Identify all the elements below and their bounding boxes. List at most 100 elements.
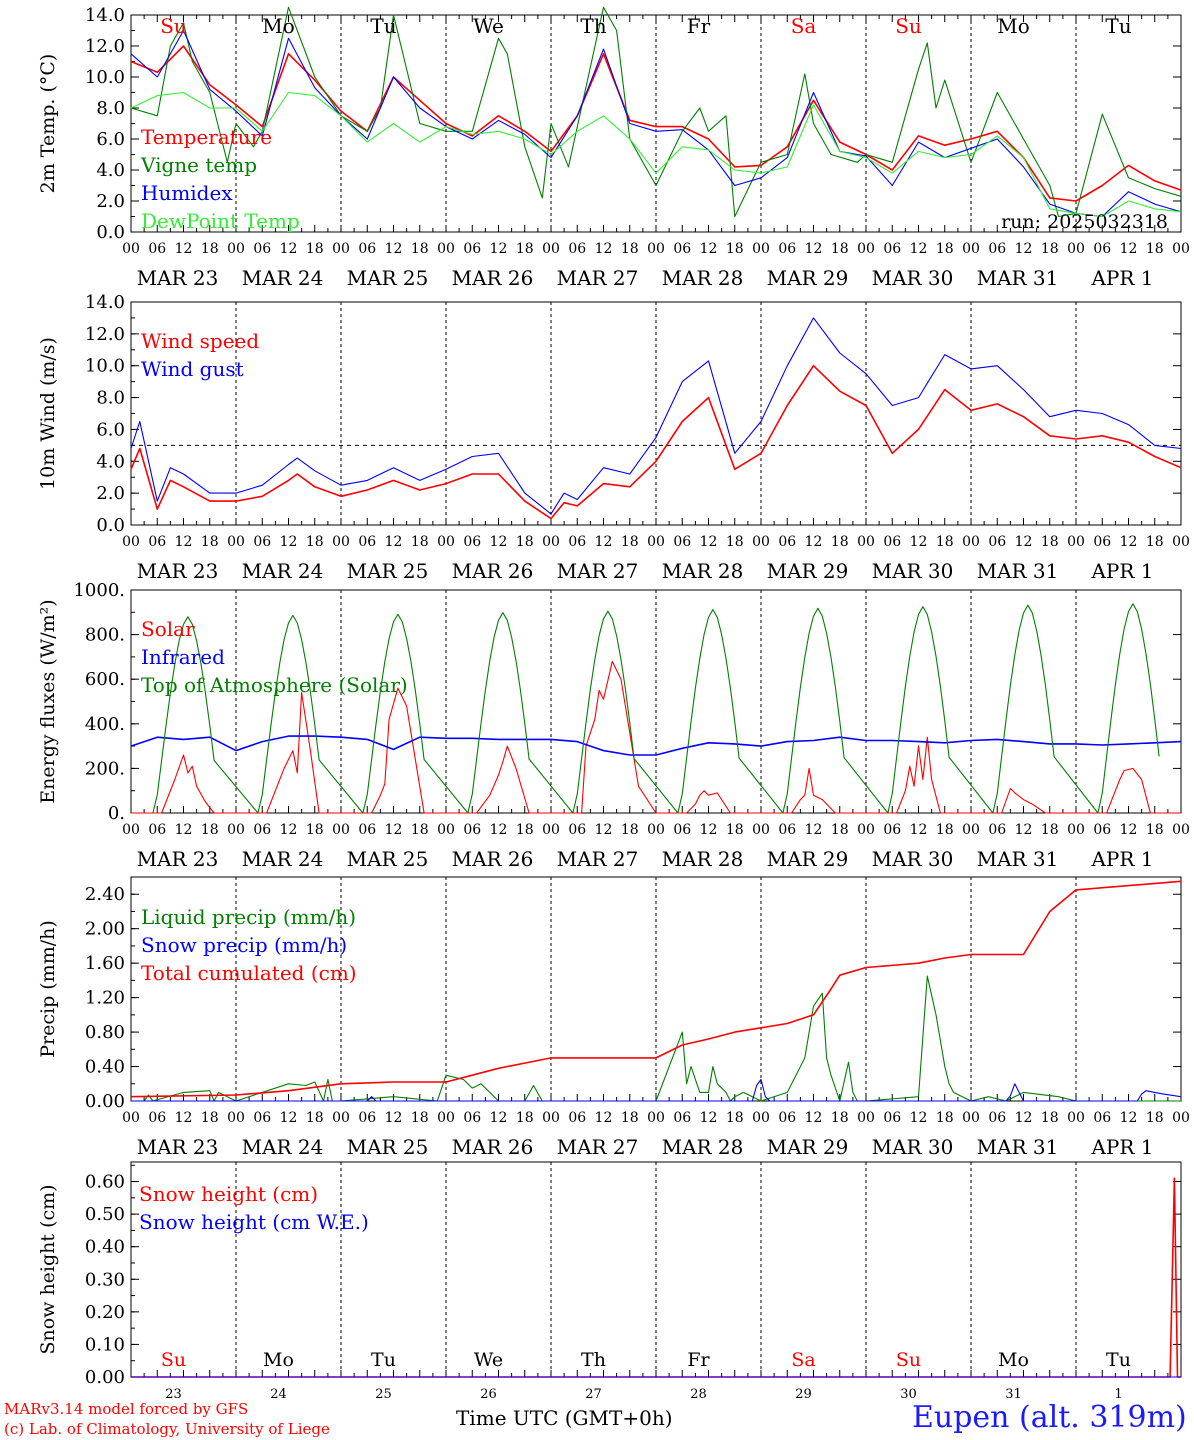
hour-label: 06 — [778, 822, 796, 838]
hour-label: 00 — [122, 241, 140, 257]
series-line — [130, 880, 1182, 1098]
y-tick-label: 0.0 — [96, 515, 125, 536]
legend-entry: Liquid precip (mm/h) — [141, 905, 356, 929]
y-tick-label: 8.0 — [96, 388, 125, 409]
hour-label: 00 — [962, 822, 980, 838]
legend-entry: Total cumulated (cm) — [141, 961, 357, 985]
hour-label: 06 — [463, 822, 481, 838]
hour-label: 06 — [148, 534, 166, 550]
hour-label: 18 — [936, 1110, 954, 1126]
series-line — [130, 317, 1182, 515]
hour-label: 18 — [726, 822, 744, 838]
hour-label: 12 — [175, 822, 193, 838]
hour-label: 00 — [647, 1110, 665, 1126]
y-tick-label: 10.0 — [85, 67, 125, 88]
hour-label: 18 — [831, 822, 849, 838]
y-axis-label: Energy fluxes (W/m²) — [37, 599, 59, 803]
panel-frame — [130, 301, 1182, 526]
hour-label: 18 — [726, 534, 744, 550]
date-label: APR 1 — [1090, 1135, 1153, 1159]
hour-label: 18 — [411, 241, 429, 257]
day-number: 26 — [480, 1387, 497, 1402]
hour-label: 18 — [306, 534, 324, 550]
y-tick-label: 0.10 — [85, 1334, 125, 1355]
hour-label: 00 — [122, 534, 140, 550]
hour-label: 18 — [621, 241, 639, 257]
day-name: We — [473, 14, 504, 38]
series-line — [152, 603, 1160, 814]
y-tick-label: 4.0 — [96, 160, 125, 181]
hour-label: 12 — [595, 822, 613, 838]
hour-label: 12 — [700, 822, 718, 838]
day-name: Su — [895, 14, 922, 38]
day-name: We — [474, 1349, 503, 1371]
hour-label: 00 — [1172, 534, 1190, 550]
legend-entry: Snow precip (mm/h) — [141, 933, 347, 957]
hour-label: 12 — [175, 1110, 193, 1126]
y-tick-label: 1.20 — [85, 988, 125, 1009]
hour-label: 06 — [673, 822, 691, 838]
hour-label: 18 — [726, 241, 744, 257]
hour-label: 18 — [306, 241, 324, 257]
time-axis-title: Time UTC (GMT+0h) — [456, 1406, 673, 1430]
hour-label: 18 — [306, 822, 324, 838]
hour-label: 12 — [1120, 241, 1138, 257]
date-label: MAR 30 — [872, 1135, 954, 1159]
hour-label: 00 — [332, 534, 350, 550]
hour-label: 18 — [831, 1110, 849, 1126]
legend-entry: Vigne temp — [140, 153, 257, 177]
date-label: MAR 26 — [452, 847, 534, 871]
y-tick-label: 14.0 — [85, 5, 125, 26]
day-number: 1 — [1114, 1387, 1122, 1402]
day-name: Th — [580, 14, 606, 38]
y-tick-label: 0.30 — [85, 1269, 125, 1290]
y-tick-label: 4.0 — [96, 451, 125, 472]
day-name: Tu — [370, 14, 396, 38]
date-label: MAR 30 — [872, 559, 954, 583]
hour-label: 00 — [1067, 534, 1085, 550]
legend-entry: Snow height (cm) — [139, 1182, 318, 1206]
day-number: 28 — [690, 1387, 707, 1402]
legend-entry: Humidex — [141, 181, 233, 205]
legend-entry: Top of Atmosphere (Solar) — [141, 673, 408, 697]
hour-label: 18 — [621, 822, 639, 838]
date-label: MAR 28 — [662, 1135, 744, 1159]
hour-label: 06 — [253, 1110, 271, 1126]
date-label: MAR 29 — [767, 847, 849, 871]
hour-label: 00 — [962, 241, 980, 257]
y-tick-label: 2.00 — [85, 919, 125, 940]
series-line — [130, 6, 1182, 218]
hour-label: 12 — [490, 822, 508, 838]
hour-label: 00 — [1067, 241, 1085, 257]
y-tick-label: 10.0 — [85, 356, 125, 377]
hour-label: 18 — [1041, 822, 1059, 838]
date-label: MAR 24 — [242, 559, 324, 583]
hour-label: 06 — [1093, 241, 1111, 257]
hour-label: 00 — [437, 1110, 455, 1126]
hour-label: 00 — [962, 534, 980, 550]
y-tick-label: 12.0 — [85, 36, 125, 57]
hour-label: 06 — [148, 241, 166, 257]
hour-label: 06 — [358, 534, 376, 550]
y-tick-label: 2.0 — [96, 191, 125, 212]
hour-label: 18 — [201, 822, 219, 838]
hour-label: 12 — [490, 241, 508, 257]
y-tick-label: 6.0 — [96, 129, 125, 150]
hour-label: 12 — [805, 822, 823, 838]
y-tick-label: 6.0 — [96, 419, 125, 440]
hour-label: 12 — [700, 534, 718, 550]
hour-label: 00 — [542, 822, 560, 838]
date-label: MAR 23 — [137, 1135, 219, 1159]
series-line — [131, 975, 1181, 1102]
hour-label: 06 — [673, 241, 691, 257]
hour-label: 06 — [568, 241, 586, 257]
series-line — [131, 1078, 1182, 1102]
hour-label: 06 — [883, 822, 901, 838]
series-line — [130, 29, 1182, 218]
hour-label: 12 — [700, 241, 718, 257]
day-name: Su — [896, 1349, 921, 1371]
series-line — [130, 364, 1182, 520]
hour-label: 18 — [516, 534, 534, 550]
hour-label: 00 — [542, 1110, 560, 1126]
hour-label: 06 — [253, 241, 271, 257]
